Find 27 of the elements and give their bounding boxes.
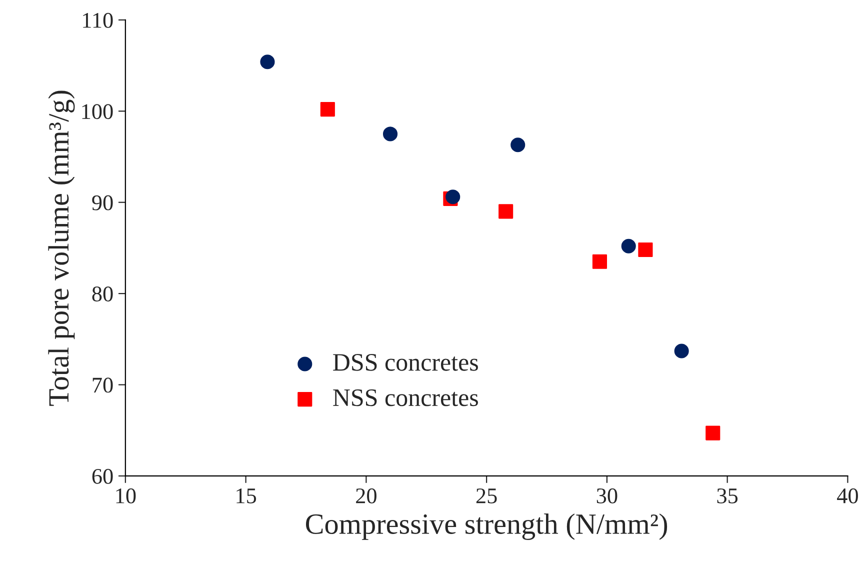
- point: [498, 204, 514, 219]
- y-tick-label: 60: [92, 468, 113, 484]
- y-tick-label: 80: [92, 286, 113, 302]
- point: [510, 138, 526, 152]
- y-tick-label: 90: [92, 195, 113, 210]
- x-tick-label: 15: [236, 488, 256, 504]
- y-tick-label: 70: [92, 378, 113, 393]
- point: [674, 344, 689, 358]
- point: [638, 242, 653, 258]
- point: [592, 254, 608, 269]
- x-axis-title: Compressive strength (N/mm²): [306, 513, 668, 540]
- y-tick-label: 100: [82, 104, 113, 120]
- legend-label: DSS concretes: [333, 354, 478, 371]
- x-tick-label: 30: [596, 488, 618, 504]
- point: [621, 238, 636, 254]
- x-tick-label: 35: [717, 488, 738, 504]
- y-axis-title: Total pore volume (mm³/g): [48, 90, 75, 406]
- point: [382, 126, 398, 142]
- x-tick-label: 25: [476, 488, 497, 504]
- x-tick-label: 40: [837, 488, 858, 504]
- x-tick-label: 20: [356, 488, 376, 504]
- point: [320, 102, 335, 117]
- x-tick-label: 10: [116, 488, 136, 504]
- point: [706, 426, 720, 440]
- legend-label: NSS concretes: [333, 389, 478, 406]
- y-tick-label: 110: [83, 12, 113, 28]
- point: [260, 54, 275, 70]
